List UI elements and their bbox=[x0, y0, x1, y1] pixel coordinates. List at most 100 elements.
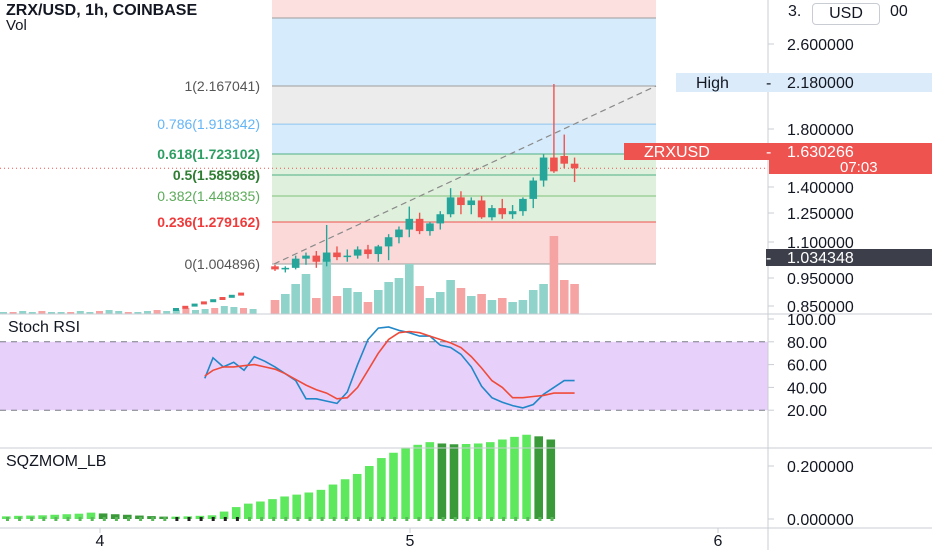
volume-bar bbox=[539, 284, 548, 314]
volume-bar bbox=[240, 308, 247, 314]
squeeze-dot bbox=[78, 517, 82, 521]
fib-zone-0.618 bbox=[272, 154, 656, 176]
stoch-band bbox=[0, 341, 768, 411]
candle-body bbox=[333, 252, 341, 258]
squeeze-dot bbox=[211, 517, 215, 521]
squeeze-dot bbox=[417, 517, 421, 521]
momentum-bar bbox=[268, 499, 277, 519]
volume-bar bbox=[404, 264, 414, 314]
momentum-bar bbox=[340, 479, 350, 519]
momentum-bar bbox=[316, 489, 326, 519]
candle-body bbox=[312, 255, 321, 262]
momentum-bar bbox=[86, 512, 96, 519]
squeeze-dot bbox=[320, 517, 324, 521]
squeeze-dot bbox=[526, 517, 530, 521]
low-price-tag bbox=[766, 249, 932, 266]
currency-button[interactable]: USD bbox=[812, 3, 880, 25]
volume-bar bbox=[291, 284, 300, 314]
squeeze-dot bbox=[393, 517, 397, 521]
volume-bar bbox=[332, 296, 342, 314]
candle-body bbox=[384, 237, 393, 247]
squeeze-dot bbox=[114, 517, 118, 521]
squeeze-dot bbox=[405, 517, 409, 521]
momentum-bar bbox=[231, 507, 241, 519]
candle-body bbox=[529, 180, 538, 199]
squeeze-dot bbox=[381, 517, 385, 521]
volume-bar bbox=[518, 300, 528, 314]
candle-body bbox=[457, 197, 465, 206]
time-tick-label: 6 bbox=[714, 533, 723, 550]
momentum-bar bbox=[365, 466, 374, 519]
squeeze-dot bbox=[296, 517, 300, 521]
momentum-bar bbox=[389, 452, 398, 519]
fib-zone-0.786 bbox=[272, 124, 656, 155]
volume-bar bbox=[76, 311, 84, 314]
candle-body bbox=[415, 218, 424, 232]
squeeze-dot bbox=[369, 517, 372, 521]
squeeze-dot bbox=[199, 517, 203, 521]
volume-bar bbox=[144, 311, 151, 314]
momentum-bar bbox=[401, 447, 410, 519]
momentum-bar bbox=[377, 458, 386, 519]
squeeze-dot bbox=[127, 517, 130, 521]
candle-body bbox=[364, 249, 372, 255]
sqzmom-title: SQZMOM_LB bbox=[6, 453, 107, 470]
volume-bar bbox=[456, 288, 466, 314]
volume-bar bbox=[57, 312, 65, 314]
momentum-bar bbox=[413, 444, 422, 519]
fib-label-0.382: 0.382(1.448835) bbox=[157, 188, 260, 204]
fib-label-0.786: 0.786(1.918342) bbox=[157, 116, 260, 132]
volume-bar bbox=[281, 294, 290, 314]
countdown-tag bbox=[769, 160, 932, 174]
fib-label-0: 0(1.004896) bbox=[184, 256, 260, 272]
volume-bar bbox=[172, 310, 180, 314]
momentum-bar bbox=[62, 514, 72, 519]
candle-body bbox=[426, 223, 434, 232]
volume-bar bbox=[67, 312, 75, 314]
stoch-line-k bbox=[204, 326, 575, 409]
candle-body bbox=[446, 197, 455, 215]
high-tag-label: High bbox=[696, 75, 729, 92]
volume-bar bbox=[559, 280, 569, 314]
volume-bar bbox=[497, 298, 507, 314]
candle-body bbox=[281, 267, 290, 270]
sqz-tick-label: 0.200000 bbox=[787, 459, 854, 476]
current-tag-symbol: ZRXUSD bbox=[644, 144, 710, 161]
volume-bar bbox=[353, 292, 362, 314]
symbol-title: ZRX/USD, 1h, COINBASE bbox=[6, 2, 198, 19]
low-tag-dash: - bbox=[766, 250, 771, 267]
volume-bar bbox=[322, 259, 331, 314]
volume-bar bbox=[343, 288, 352, 314]
volume-bar bbox=[435, 292, 445, 314]
momentum-bar bbox=[425, 442, 435, 519]
candle-body bbox=[353, 249, 362, 256]
squeeze-dot bbox=[441, 517, 445, 521]
price-tick-label: 2.600000 bbox=[787, 37, 854, 54]
candle-body bbox=[271, 266, 279, 270]
squeeze-dot bbox=[18, 517, 22, 521]
volume-bar bbox=[48, 312, 55, 314]
candle-body bbox=[539, 157, 548, 181]
candle-body bbox=[519, 198, 527, 212]
sqz-tick-label: 0.000000 bbox=[787, 512, 854, 529]
volume-bar bbox=[466, 296, 476, 314]
momentum-bar bbox=[546, 439, 556, 519]
volume-bar bbox=[249, 309, 257, 314]
volume-bar bbox=[384, 282, 393, 314]
volume-label: Vol bbox=[6, 17, 27, 34]
volume-bar bbox=[96, 311, 103, 314]
squeeze-dot bbox=[42, 517, 46, 521]
candle-body bbox=[302, 255, 310, 259]
momentum-bar bbox=[50, 514, 59, 519]
candle-body bbox=[228, 294, 235, 298]
squeeze-dot bbox=[6, 517, 9, 521]
volume-bar bbox=[182, 308, 190, 314]
volume-bar bbox=[425, 298, 435, 314]
candle-body bbox=[322, 252, 331, 262]
current-price-tag bbox=[624, 143, 932, 160]
candle-body bbox=[191, 303, 198, 307]
momentum-bar bbox=[123, 514, 132, 519]
momentum-bar bbox=[486, 442, 495, 519]
candle-body bbox=[498, 208, 507, 215]
squeeze-dot bbox=[356, 517, 360, 521]
